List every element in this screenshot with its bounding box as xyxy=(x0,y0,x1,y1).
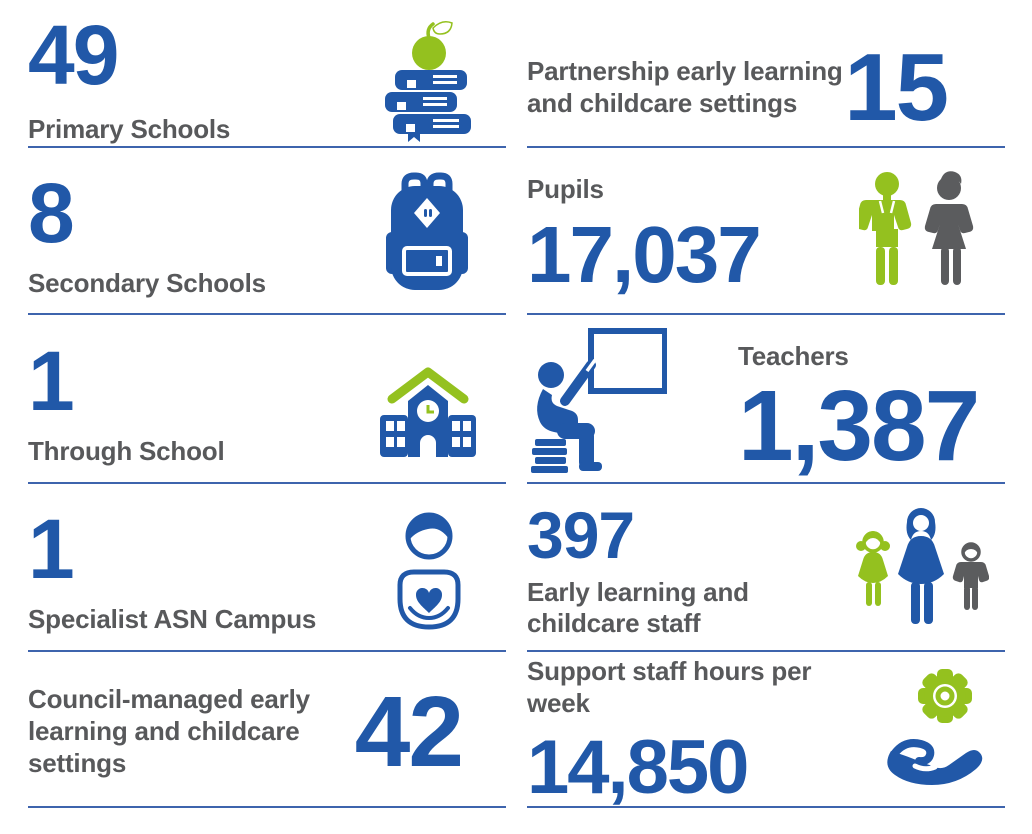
books-apple-icon xyxy=(377,18,481,146)
stat-teachers: Teachers 1,387 xyxy=(527,315,1005,484)
stat-text: Support staff hours per week 14,850 xyxy=(527,656,881,810)
stat-label: Through School xyxy=(28,435,225,466)
stat-text: 1 Specialist ASN Campus xyxy=(28,502,317,636)
stat-label: Secondary Schools xyxy=(28,267,266,298)
stat-text: 8 Secondary Schools xyxy=(28,165,266,300)
pupils-boy-girl-icon xyxy=(854,169,977,298)
stat-partnership-settings: Partnership early learning and childcare… xyxy=(527,0,1005,148)
stat-value: 14,850 xyxy=(527,724,749,810)
stat-text: 397 Early learning and childcare staff xyxy=(527,497,767,640)
stat-label: Early learning and childcare staff xyxy=(527,576,749,639)
backpack-icon xyxy=(386,172,468,301)
stat-label: Pupils xyxy=(527,173,604,204)
stat-pupils: Pupils 17,037 xyxy=(527,148,1005,315)
stat-secondary-schools: 8 Secondary Schools xyxy=(28,148,506,315)
stat-label: Teachers xyxy=(738,341,849,371)
stat-value: 15 xyxy=(844,34,949,142)
stat-value: 42 xyxy=(354,675,464,788)
left-column: 49 Primary Schools xyxy=(28,0,506,834)
stat-value: 49 xyxy=(28,8,119,102)
stat-primary-schools: 49 Primary Schools xyxy=(28,0,506,148)
stat-value: 1 xyxy=(28,333,75,428)
stat-label: Specialist ASN Campus xyxy=(28,604,317,635)
stat-label: Primary Schools xyxy=(28,113,231,144)
stat-label: Council-managed early learning and child… xyxy=(28,684,310,778)
gear-in-hand-icon xyxy=(881,665,993,796)
stat-specialist-asn-campus: 1 Specialist ASN Campus xyxy=(28,484,506,652)
caregiver-heart-icon xyxy=(390,509,468,638)
stat-through-school: 1 Through School xyxy=(28,315,506,484)
teacher-blackboard-icon xyxy=(527,327,668,482)
stat-value: 17,037 xyxy=(527,210,762,300)
stat-label: Support staff hours per week xyxy=(527,656,812,718)
school-building-icon xyxy=(376,363,480,462)
children-and-staff-icon xyxy=(853,506,990,639)
stat-value: 397 xyxy=(527,497,635,572)
stat-value: 1,387 xyxy=(738,369,980,482)
stat-label: Partnership early learning and childcare… xyxy=(527,56,843,118)
stat-council-managed-settings: Council-managed early learning and child… xyxy=(28,652,506,808)
stat-text: Teachers 1,387 xyxy=(738,327,980,482)
stat-value: 8 xyxy=(28,165,75,260)
right-column: Partnership early learning and childcare… xyxy=(527,0,1005,834)
stat-support-staff-hours: Support staff hours per week 14,850 xyxy=(527,652,1005,808)
stat-text: 1 Through School xyxy=(28,333,225,468)
stat-text: Pupils 17,037 xyxy=(527,173,762,300)
stat-text: 49 Primary Schools xyxy=(28,8,231,146)
stat-value: 1 xyxy=(28,502,75,597)
stat-early-learning-staff: 397 Early learning and childcare staff xyxy=(527,484,1005,652)
